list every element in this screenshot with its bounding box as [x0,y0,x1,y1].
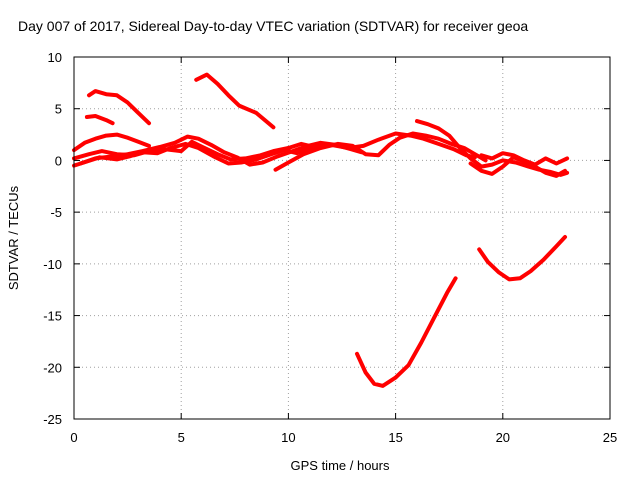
chart-title: Day 007 of 2017, Sidereal Day-to-day VTE… [18,18,528,34]
y-tick-label: -25 [43,412,62,427]
y-axis-label: SDTVAR / TECUs [6,185,21,290]
series-line-s10 [477,235,567,282]
plot-frame [73,56,611,420]
series-line-s7 [72,141,325,168]
y-tick-labels: -25 -20 -15 -10 -5 0 5 10 [43,50,62,427]
x-tick-label: 20 [496,430,510,445]
y-tick-label: -20 [43,360,62,375]
grid-lines [74,57,610,419]
x-tick-labels: 0 5 10 15 20 25 [70,430,617,445]
x-tick-label: 10 [281,430,295,445]
y-tick-label: -15 [43,309,62,324]
axis-ticks [73,56,611,420]
x-tick-label: 0 [70,430,77,445]
y-tick-label: -10 [43,257,62,272]
x-tick-label: 15 [388,430,402,445]
data-series [72,72,570,388]
series-line-s6 [78,134,364,167]
y-tick-label: 0 [55,153,62,168]
y-tick-label: -5 [50,205,62,220]
series-line-s11 [415,119,570,177]
series-line-s2 [84,114,115,126]
series-line-s9 [355,276,458,388]
series-line-s4 [72,132,151,153]
series-line-s3 [194,72,276,130]
series-line-s1 [87,89,151,126]
x-axis-label: GPS time / hours [291,458,390,473]
y-tick-label: 10 [48,50,62,65]
x-tick-label: 25 [603,430,617,445]
series-line-s13 [479,151,570,167]
x-tick-label: 5 [178,430,185,445]
y-tick-label: 5 [55,102,62,117]
